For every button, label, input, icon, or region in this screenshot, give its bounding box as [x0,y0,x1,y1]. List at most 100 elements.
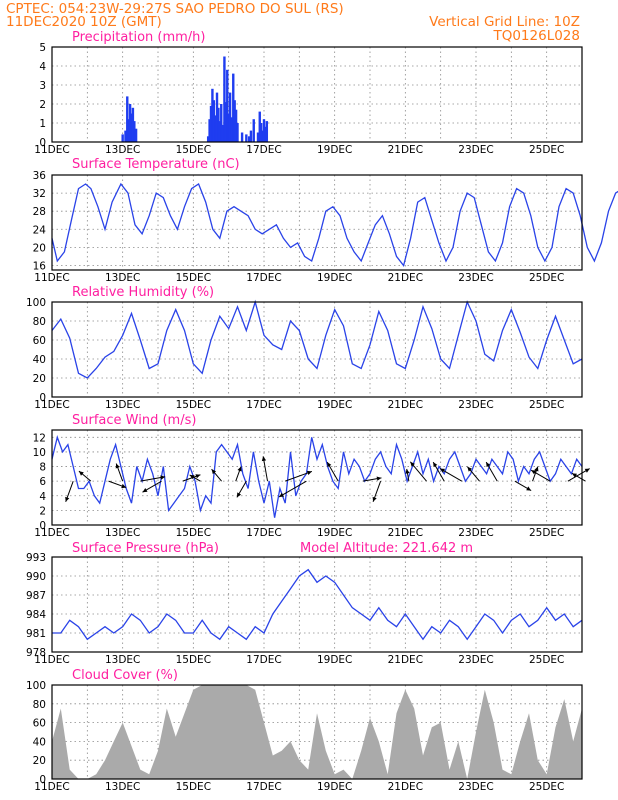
pressure-ytick-label: 993 [26,552,46,564]
wind-arrow-head [115,463,120,469]
wind-ytick-label: 8 [39,462,46,474]
temp-ytick-label: 24 [33,224,47,236]
temp-ytick-label: 16 [33,260,47,272]
precip-ytick-label: 0 [39,137,46,149]
precip-bar [247,136,251,142]
precip-bar [215,92,219,142]
wind-arrow-head [327,462,332,468]
wind-arrow-head [584,468,590,473]
precip-date-label: 17DEC [246,144,281,156]
pressure-ytick-label: 990 [26,571,46,583]
cloud-title: Cloud Cover (%) [72,668,178,683]
wind-arrow-head [376,476,382,481]
precip-bar [134,128,138,142]
precip-bar [214,115,217,142]
wind-arrow-head [142,488,148,493]
rh-date-label: 25DEC [529,399,564,411]
precip-bar [131,107,135,142]
precip-bar [121,134,124,142]
precip-bar [256,132,260,142]
precip-bar [233,100,236,142]
rh-date-label: 23DEC [458,399,493,411]
wind-arrow-head [531,470,537,475]
wind-arrow-head [526,486,532,491]
precip-bar [224,102,228,142]
pressure-date-label: 25DEC [529,654,564,666]
temp-panel: 16 20 24 28 32 36 11DEC 13DEC 15DEC 17DEC 19DEC 21D… [33,170,618,284]
precip-panel: 0 1 2 3 4 5 11DEC 13DEC 15DEC 17DEC 19DEC 21DEC 23DE… [34,42,583,156]
pressure-panel: 978 981 984 987 990 993 11DEC 13DEC 15DEC 17DEC 19… [26,552,583,666]
precip-bar [128,104,132,142]
precip-bar [240,132,244,142]
precip-bar [226,69,229,142]
cloud-date-label: 15DEC [176,781,211,793]
temp-date-label: 19DEC [317,272,352,284]
rh-ytick-label: 60 [33,335,46,347]
pressure-date-label: 19DEC [317,654,352,666]
precip-ytick-label: 2 [39,99,46,111]
wind-arrow-head [410,461,415,467]
wind-arrow-shaft [278,480,307,498]
wind-arrow-head [211,469,217,475]
cloud-ytick-label: 20 [33,755,46,767]
cloud-ytick-label: 60 [33,718,46,730]
precip-bar [212,100,216,142]
precip-date-label: 13DEC [105,144,140,156]
precip-bar [126,96,129,142]
precip-bar [262,119,266,142]
wind-arrow-head [195,474,201,479]
rh-date-label: 19DEC [317,399,352,411]
pressure-ytick-label: 978 [26,647,46,659]
precip-bar [133,121,136,142]
precip-bar [245,134,248,142]
precip-bar [211,88,214,142]
wind-arrow-head [433,462,438,468]
rh-ytick-label: 20 [33,373,46,385]
temp-ytick-label: 32 [33,188,46,200]
wind-arrow-head [405,468,410,474]
rh-frame [51,301,583,398]
wind-ytick-label: 2 [39,505,46,517]
pressure-date-label: 21DEC [388,654,423,666]
rh-date-label: 11DEC [34,399,69,411]
precip-bar [220,104,223,142]
wind-ytick-label: 6 [39,476,46,488]
precip-bar [221,124,224,142]
precip-bar [264,126,267,142]
temp-date-label: 23DEC [458,272,493,284]
pressure-line [52,568,583,641]
wind-date-label: 21DEC [388,527,423,539]
precip-bar [124,130,127,142]
wind-arrow-shaft [285,470,313,482]
pressure-ytick-label: 981 [26,628,46,640]
precip-bar [127,119,130,142]
header-run-date: 11DEC2020 10Z (GMT) [6,14,162,30]
wind-date-label: 11DEC [34,527,69,539]
wind-arrow-head [572,473,577,478]
temp-ytick-label: 36 [33,170,47,182]
cloud-frame [51,684,583,780]
wind-arrow-head [261,456,267,462]
rh-ytick-label: 100 [26,297,46,309]
cloud-ytick-label: 40 [33,736,46,748]
precip-bar [261,130,264,142]
precip-bar [218,121,222,142]
precip-ytick-label: 5 [39,42,46,54]
precip-bar [258,111,261,142]
wind-arrow-head [372,496,377,502]
wind-date-label: 23DEC [458,527,493,539]
precip-date-label: 21DEC [388,144,423,156]
pressure-title: Surface Pressure (hPa) [72,541,219,556]
pressure-date-label: 13DEC [105,654,140,666]
precip-bar [236,123,239,142]
wind-date-label: 25DEC [529,527,564,539]
wind-date-label: 13DEC [105,527,140,539]
pressure-ytick-label: 984 [26,609,46,621]
precip-bar [227,113,230,142]
temp-line [51,182,618,267]
temp-date-label: 13DEC [105,272,140,284]
rh-date-label: 21DEC [388,399,423,411]
pressure-date-label: 17DEC [246,654,281,666]
rh-ytick-label: 40 [33,354,46,366]
